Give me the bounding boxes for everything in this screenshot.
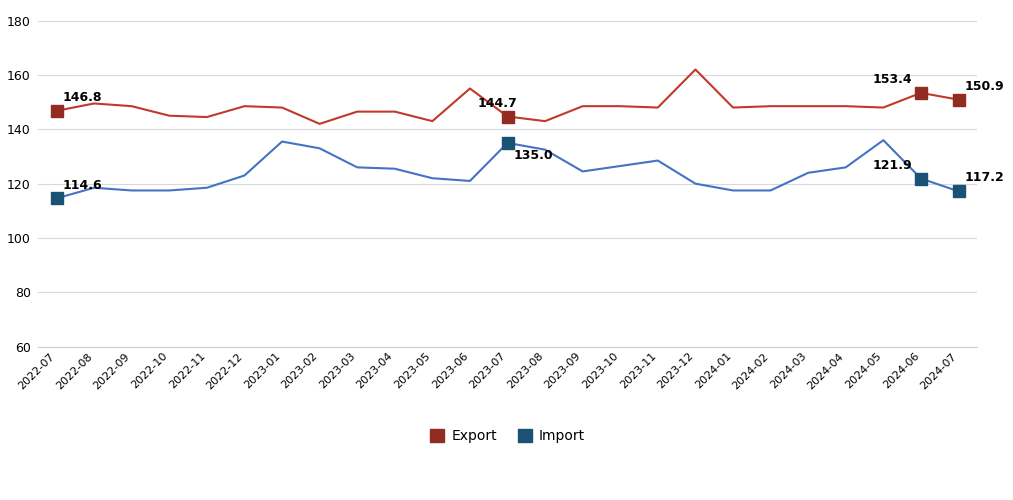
Text: 135.0: 135.0: [514, 149, 553, 162]
Text: 146.8: 146.8: [62, 91, 101, 104]
Text: 153.4: 153.4: [872, 73, 912, 86]
Text: 150.9: 150.9: [964, 80, 1004, 93]
Text: 117.2: 117.2: [964, 172, 1004, 184]
Text: 114.6: 114.6: [62, 178, 102, 192]
Text: 144.7: 144.7: [477, 96, 518, 110]
Legend: Export, Import: Export, Import: [424, 424, 591, 448]
Text: 121.9: 121.9: [872, 158, 912, 172]
